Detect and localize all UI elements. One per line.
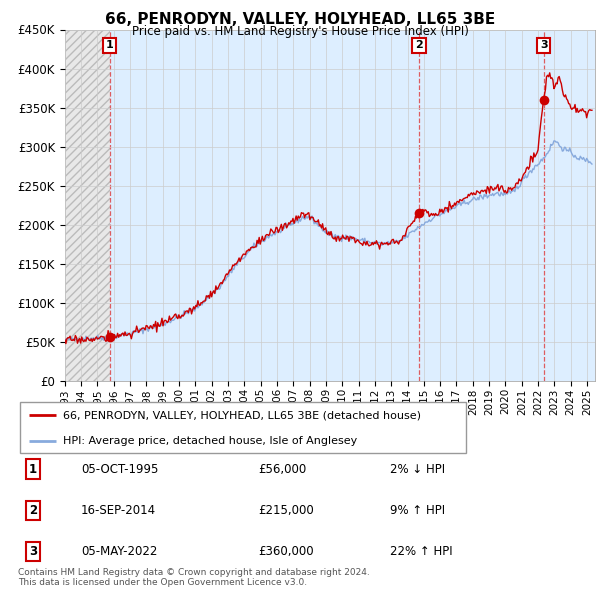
Text: 05-OCT-1995: 05-OCT-1995 bbox=[81, 463, 158, 476]
Text: 22% ↑ HPI: 22% ↑ HPI bbox=[390, 545, 452, 558]
Text: 2: 2 bbox=[415, 40, 423, 50]
FancyBboxPatch shape bbox=[20, 402, 466, 453]
Text: 66, PENRODYN, VALLEY, HOLYHEAD, LL65 3BE (detached house): 66, PENRODYN, VALLEY, HOLYHEAD, LL65 3BE… bbox=[63, 410, 421, 420]
Text: HPI: Average price, detached house, Isle of Anglesey: HPI: Average price, detached house, Isle… bbox=[63, 437, 357, 447]
Text: 16-SEP-2014: 16-SEP-2014 bbox=[81, 504, 156, 517]
Text: £215,000: £215,000 bbox=[258, 504, 314, 517]
Text: 2: 2 bbox=[29, 504, 37, 517]
Text: £56,000: £56,000 bbox=[258, 463, 306, 476]
Text: 1: 1 bbox=[106, 40, 113, 50]
Text: 3: 3 bbox=[540, 40, 547, 50]
Text: 1: 1 bbox=[29, 463, 37, 476]
Text: Contains HM Land Registry data © Crown copyright and database right 2024.
This d: Contains HM Land Registry data © Crown c… bbox=[18, 568, 370, 587]
Text: 9% ↑ HPI: 9% ↑ HPI bbox=[390, 504, 445, 517]
Text: 66, PENRODYN, VALLEY, HOLYHEAD, LL65 3BE: 66, PENRODYN, VALLEY, HOLYHEAD, LL65 3BE bbox=[105, 12, 495, 27]
Text: 3: 3 bbox=[29, 545, 37, 558]
Text: Price paid vs. HM Land Registry's House Price Index (HPI): Price paid vs. HM Land Registry's House … bbox=[131, 25, 469, 38]
Text: 05-MAY-2022: 05-MAY-2022 bbox=[81, 545, 157, 558]
Text: £360,000: £360,000 bbox=[258, 545, 314, 558]
Bar bbox=[65, 30, 110, 381]
Text: 2% ↓ HPI: 2% ↓ HPI bbox=[390, 463, 445, 476]
